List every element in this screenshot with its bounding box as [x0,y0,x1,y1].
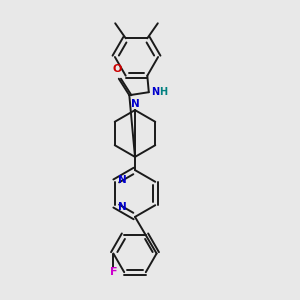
Text: O: O [112,64,122,74]
Text: N: N [118,202,127,212]
Text: F: F [110,267,117,277]
Text: N: N [118,175,127,185]
Text: N: N [151,87,159,97]
Text: H: H [159,87,167,97]
Text: N: N [130,99,140,109]
